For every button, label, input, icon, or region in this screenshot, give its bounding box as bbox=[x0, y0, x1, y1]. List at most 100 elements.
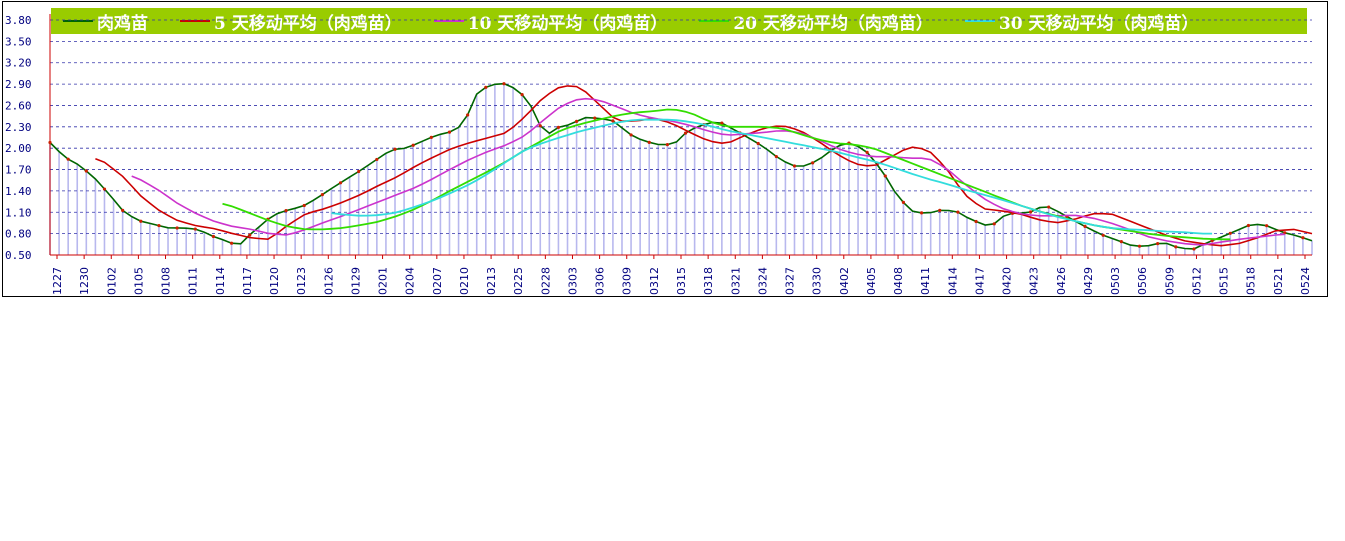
y-tick-label: 1.40 bbox=[5, 185, 32, 198]
y-tick-label: 2.00 bbox=[5, 142, 32, 155]
price-point bbox=[139, 219, 143, 223]
y-tick-label: 0.50 bbox=[5, 249, 32, 262]
legend-item-ma5: 5 天移动平均（肉鸡苗） bbox=[168, 8, 402, 34]
y-tick-label: 0.80 bbox=[5, 228, 32, 241]
y-tick-label: 1.70 bbox=[5, 164, 32, 177]
x-tick-label: 0515 bbox=[1218, 267, 1231, 295]
x-tick-label: 0327 bbox=[784, 267, 797, 295]
price-point bbox=[175, 226, 179, 230]
legend-swatch-ma10 bbox=[433, 20, 464, 22]
y-tick-label: 1.10 bbox=[5, 206, 32, 219]
price-point bbox=[320, 192, 324, 197]
price-point bbox=[1192, 247, 1196, 251]
legend-swatch-ma30 bbox=[964, 20, 995, 22]
x-tick-label: 0102 bbox=[105, 267, 118, 295]
price-point bbox=[411, 143, 415, 147]
chart-plot: 3.80 3.50 3.20 2.90 2.60 2.30 2.00 1.70 1.40 1.10… bbox=[5, 14, 1313, 295]
legend-item-ma20: 20 天移动平均（肉鸡苗） bbox=[687, 8, 933, 34]
x-tick-label: 0521 bbox=[1272, 267, 1285, 295]
series-line-ma5 bbox=[95, 85, 1313, 247]
price-point bbox=[1156, 241, 1160, 246]
price-point bbox=[102, 187, 107, 191]
price-point bbox=[357, 169, 361, 174]
x-tick-label: 0411 bbox=[919, 267, 932, 295]
price-point bbox=[556, 125, 561, 129]
x-tick-label: 0524 bbox=[1299, 267, 1312, 295]
price-point bbox=[1265, 224, 1269, 228]
price-point bbox=[720, 121, 724, 125]
price-point bbox=[211, 234, 216, 239]
price-point bbox=[992, 222, 996, 226]
x-tick-label: 0429 bbox=[1082, 267, 1095, 295]
price-point bbox=[1137, 244, 1142, 248]
price-point bbox=[466, 113, 470, 117]
x-tick-label: 0201 bbox=[377, 267, 390, 295]
x-tick-label: 0312 bbox=[648, 267, 661, 295]
price-point bbox=[665, 143, 669, 147]
price-point bbox=[538, 124, 542, 128]
price-point bbox=[647, 140, 651, 144]
x-tick-label: 0408 bbox=[892, 267, 905, 295]
x-tick-label: 0512 bbox=[1190, 267, 1203, 295]
price-point bbox=[1101, 233, 1105, 237]
price-point bbox=[48, 140, 52, 145]
price-point bbox=[84, 169, 88, 173]
price-point bbox=[919, 211, 924, 215]
x-tick-label: 0225 bbox=[512, 267, 525, 295]
x-tick-label: 0309 bbox=[621, 267, 634, 295]
x-tick-label: 0417 bbox=[973, 267, 986, 295]
y-tick-label: 3.20 bbox=[5, 57, 32, 70]
x-tick-label: 0303 bbox=[566, 267, 579, 295]
y-tick-label: 3.80 bbox=[5, 14, 32, 27]
price-point bbox=[611, 119, 615, 123]
price-point bbox=[956, 210, 960, 214]
y-tick-label: 2.30 bbox=[5, 121, 32, 134]
legend-label-ma30: 30 天移动平均（肉鸡苗） bbox=[998, 13, 1199, 34]
x-tick-label: 0129 bbox=[349, 267, 362, 295]
price-point bbox=[938, 208, 942, 212]
price-point bbox=[302, 203, 306, 208]
legend: 肉鸡苗 5 天移动平均（肉鸡苗） 10 天移动平均（肉鸡苗） 20 天移动平均（… bbox=[51, 8, 1307, 34]
x-tick-label: 0123 bbox=[295, 267, 308, 295]
price-point bbox=[284, 209, 288, 213]
x-tick-label: 0426 bbox=[1055, 267, 1068, 295]
series-line-price bbox=[49, 82, 1313, 250]
price-point bbox=[157, 223, 161, 228]
price-point bbox=[629, 133, 633, 137]
x-tick-label: 0402 bbox=[838, 267, 851, 295]
price-point bbox=[883, 174, 887, 178]
x-tick-label: 0420 bbox=[1001, 267, 1014, 295]
x-tick-label: 0414 bbox=[946, 267, 959, 295]
x-tick-label: 0324 bbox=[756, 267, 769, 295]
price-point bbox=[447, 130, 452, 134]
price-point bbox=[248, 233, 252, 237]
price-point bbox=[121, 208, 125, 212]
legend-label-ma10: 10 天移动平均（肉鸡苗） bbox=[467, 13, 668, 34]
price-point bbox=[338, 181, 343, 185]
legend-swatch-ma5 bbox=[180, 20, 210, 22]
x-tick-label: 0228 bbox=[539, 267, 552, 295]
legend-item-price: 肉鸡苗 bbox=[51, 8, 148, 34]
x-tick-label: 0509 bbox=[1163, 267, 1176, 295]
legend-label-price: 肉鸡苗 bbox=[97, 13, 148, 34]
legend-swatch-ma20 bbox=[699, 20, 730, 22]
legend-swatch-price bbox=[63, 20, 93, 22]
price-point bbox=[1119, 240, 1123, 244]
price-point bbox=[865, 150, 869, 154]
price-point bbox=[683, 131, 688, 135]
x-tick-label: 0207 bbox=[431, 267, 444, 295]
x-tick-label: 0117 bbox=[241, 267, 254, 295]
price-point bbox=[811, 161, 815, 165]
x-tick-label: 0120 bbox=[268, 267, 281, 295]
x-tick-label: 0105 bbox=[132, 267, 145, 295]
price-point bbox=[1301, 236, 1305, 240]
price-point bbox=[229, 241, 234, 245]
x-tick-label: 0506 bbox=[1136, 267, 1149, 295]
price-point bbox=[193, 227, 197, 231]
price-point bbox=[1083, 224, 1087, 228]
series-line-ma20 bbox=[222, 108, 1231, 241]
price-point bbox=[66, 157, 70, 161]
x-tick-label: 0318 bbox=[702, 267, 715, 295]
series-line-ma10 bbox=[131, 97, 1285, 246]
price-point bbox=[520, 93, 524, 97]
